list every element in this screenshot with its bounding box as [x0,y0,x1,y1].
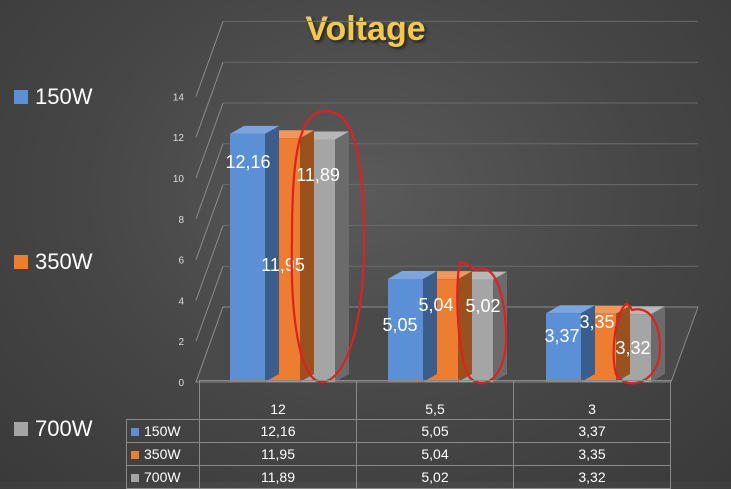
table-row-header: 150W [126,419,200,443]
y-tick-label: 6 [178,256,184,267]
data-label: 3,37 [544,326,579,346]
legend-item-150w: 150W [14,84,92,110]
legend-item-700w: 700W [14,416,92,442]
table-row-header: 350W [126,442,200,466]
data-label: 11,89 [296,165,340,185]
gridline-depth [195,102,224,179]
table-cell: 12,16 [199,419,357,443]
table-row-header: 700W [126,465,200,489]
bar-side [423,270,437,382]
legend-swatch [14,422,28,436]
bar-side [581,305,595,382]
y-tick-label: 4 [178,296,184,307]
table-row-700w: 700W 11,89 5,02 3,32 [126,465,671,489]
legend-swatch [14,255,28,269]
legend-item-350w: 350W [14,249,92,275]
y-tick-label: 10 [173,174,185,185]
bar [388,278,423,382]
table-row-350w: 350W 11,95 5,04 3,35 [126,442,671,466]
data-label: 12,16 [225,152,270,172]
gridline-depth [195,21,224,97]
table-row-label: 350W [144,446,181,462]
table-cell: 5,04 [356,442,514,466]
gridline-depth [195,184,224,260]
table-cell: 3,32 [513,465,671,489]
bar-side [651,306,665,382]
table-corner [126,380,200,420]
annotation-ellipse [612,302,662,385]
bar-side [335,131,349,382]
table-cell: 5,02 [356,465,514,489]
y-tick-label: 8 [178,215,184,226]
legend-key [131,451,139,459]
annotation-ellipse [456,260,508,384]
table-cell: 5,05 [356,419,514,443]
bar-side [616,305,630,382]
table-cell: 3,37 [513,419,671,443]
data-label: 5,02 [465,296,500,316]
bar-top [546,305,595,314]
gridline-depth [195,266,224,342]
table-row-label: 700W [144,469,181,485]
data-label: 5,05 [382,315,417,335]
y-tick-label: 14 [173,92,185,103]
data-label: 5,04 [418,295,453,315]
data-label: 3,35 [579,312,614,332]
bar-top [388,270,437,279]
legend-label: 700W [35,416,93,441]
table-header-row: 12 5,5 3 [126,380,671,420]
table-cell: 11,95 [199,442,357,466]
legend-swatch [14,90,28,104]
bar-top [230,125,279,134]
bar [546,313,581,382]
gridline-depth [195,225,224,301]
table-cell: 11,89 [199,465,357,489]
bar-side [493,271,507,382]
bar [230,133,265,382]
table-row-label: 150W [144,423,181,439]
bar-side [300,130,314,382]
y-tick-label: 2 [178,337,184,348]
legend-key [131,474,139,482]
table-cell: 3,35 [513,442,671,466]
gridline-depth [195,62,224,138]
bar-side [265,125,279,382]
data-label: 11,95 [261,255,305,275]
legend-label: 150W [35,84,93,109]
legend-key [131,428,139,436]
y-tick-label: 12 [173,133,185,144]
data-table: 12 5,5 3 150W 12,16 5,05 3,37 350W 11,95… [126,380,671,489]
legend-label: 350W [35,249,93,274]
table-header-cell: 5,5 [356,380,514,420]
chart-title: Voltage [305,10,426,48]
table-header-cell: 12 [199,380,357,420]
table-row-150w: 150W 12,16 5,05 3,37 [126,419,671,443]
table-header-cell: 3 [513,380,671,420]
gridline-depth [195,143,224,219]
data-label: 3,32 [615,338,650,358]
